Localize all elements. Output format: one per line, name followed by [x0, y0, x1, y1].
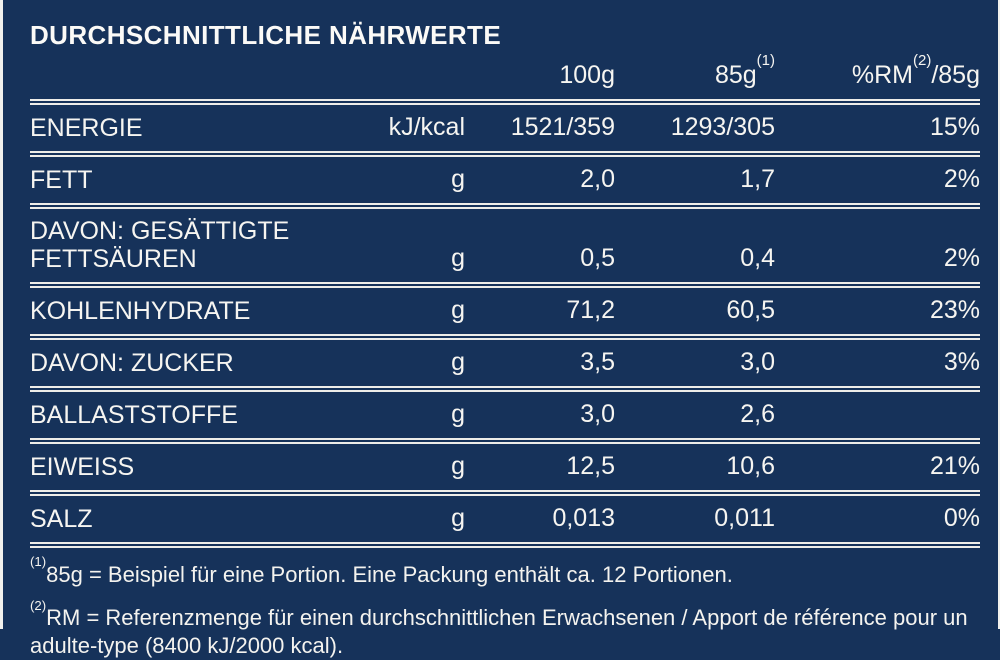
value-rm-cell: 15%	[775, 102, 980, 157]
unit-cell: g	[360, 337, 465, 392]
value-85g-cell: 10,6	[615, 441, 775, 496]
nutrient-label: DAVON: GESÄTTIGTE FETTSÄUREN	[30, 206, 360, 288]
value-100g-cell: 12,5	[465, 441, 615, 496]
table-row: DAVON: ZUCKER g 3,5 3,0 3%	[30, 337, 980, 392]
nutrient-label: KOHLENHYDRATE	[30, 285, 360, 340]
unit-cell: g	[360, 154, 465, 209]
table-row: BALLASTSTOFFE g 3,0 2,6	[30, 389, 980, 444]
nutrition-table: 100g 85g(1) %RM(2)/85g ENERGIE kJ/kcal 1…	[30, 53, 980, 548]
value-100g-cell: 0,013	[465, 493, 615, 548]
nutrient-label: EIWEISS	[30, 441, 360, 496]
value-85g-cell: 1293/305	[615, 102, 775, 157]
value-rm-cell: 0%	[775, 493, 980, 548]
table-row: EIWEISS g 12,5 10,6 21%	[30, 441, 980, 496]
value-100g-cell: 2,0	[465, 154, 615, 209]
value-rm-cell: 23%	[775, 285, 980, 340]
value-85g-cell: 60,5	[615, 285, 775, 340]
package-edge-left	[0, 0, 3, 629]
value-85g-cell: 0,011	[615, 493, 775, 548]
value-85g-cell: 1,7	[615, 154, 775, 209]
footnote-1-mark: (1)	[30, 554, 47, 570]
footnote-1-text: 85g = Beispiel für eine Portion. Eine Pa…	[46, 562, 733, 587]
header-empty-unit	[360, 53, 465, 105]
unit-cell: g	[360, 206, 465, 288]
value-100g-cell: 3,5	[465, 337, 615, 392]
value-rm-cell: 2%	[775, 154, 980, 209]
table-row: FETT g 2,0 1,7 2%	[30, 154, 980, 209]
header-col-100g: 100g	[465, 53, 615, 105]
value-100g-cell: 71,2	[465, 285, 615, 340]
value-rm-cell: 2%	[775, 206, 980, 288]
value-rm-cell: 3%	[775, 337, 980, 392]
nutrient-label: DAVON: ZUCKER	[30, 337, 360, 392]
unit-cell: g	[360, 493, 465, 548]
footnote-2-mark: (2)	[30, 597, 47, 613]
value-rm-cell	[775, 389, 980, 444]
table-row: DAVON: GESÄTTIGTE FETTSÄUREN g 0,5 0,4 2…	[30, 206, 980, 288]
footnote-2-text: RM = Referenzmenge für einen durchschnit…	[30, 605, 968, 659]
header-col-rm: %RM(2)/85g	[775, 52, 980, 105]
nutrient-label: SALZ	[30, 493, 360, 548]
header-col-85g: 85g(1)	[615, 52, 775, 105]
value-100g-cell: 1521/359	[465, 102, 615, 157]
nutrient-label: BALLASTSTOFFE	[30, 389, 360, 444]
table-header-row: 100g 85g(1) %RM(2)/85g	[30, 52, 980, 105]
value-85g-cell: 2,6	[615, 389, 775, 444]
footnote-reference-intake: (2)RM = Referenzmenge für einen durchsch…	[30, 598, 980, 660]
package-edge-right	[998, 0, 1000, 629]
unit-cell: kJ/kcal	[360, 102, 465, 157]
header-rm-footnote-mark: (2)	[912, 52, 932, 70]
table-row: ENERGIE kJ/kcal 1521/359 1293/305 15%	[30, 102, 980, 157]
nutrient-label: FETT	[30, 154, 360, 209]
table-row: KOHLENHYDRATE g 71,2 60,5 23%	[30, 285, 980, 340]
unit-cell: g	[360, 389, 465, 444]
value-85g-cell: 0,4	[615, 206, 775, 288]
value-100g-cell: 0,5	[465, 206, 615, 288]
table-row: SALZ g 0,013 0,011 0%	[30, 493, 980, 548]
value-100g-cell: 3,0	[465, 389, 615, 444]
unit-cell: g	[360, 285, 465, 340]
nutrient-label: ENERGIE	[30, 102, 360, 157]
value-rm-cell: 21%	[775, 441, 980, 496]
unit-cell: g	[360, 441, 465, 496]
footnote-portion: (1)85g = Beispiel für eine Portion. Eine…	[30, 555, 980, 589]
panel-title: DURCHSCHNITTLICHE NÄHRWERTE	[30, 20, 502, 50]
header-85g-footnote-mark: (1)	[756, 52, 775, 70]
value-85g-cell: 3,0	[615, 337, 775, 392]
header-empty-label	[30, 53, 360, 105]
